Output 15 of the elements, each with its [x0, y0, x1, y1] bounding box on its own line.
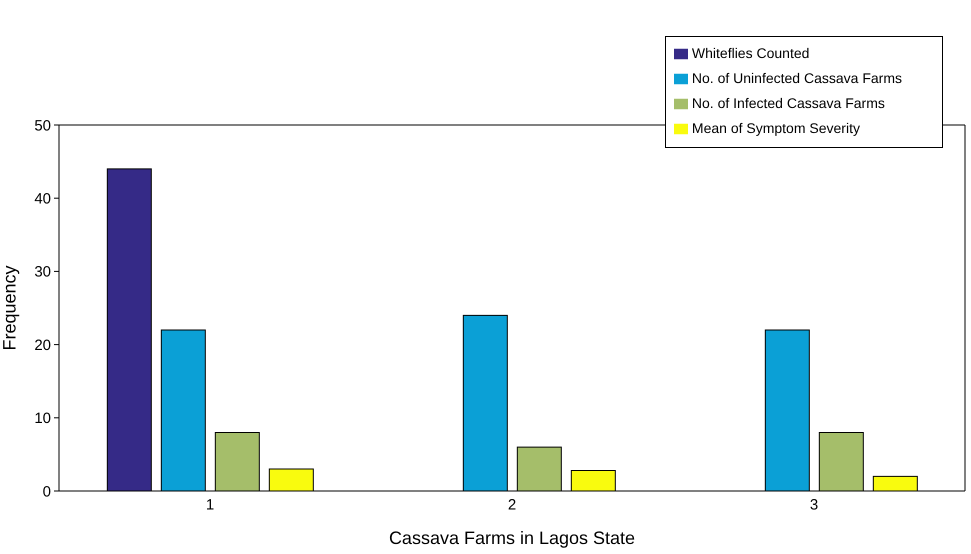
y-axis-title: Frequency: [0, 265, 20, 351]
y-tick-label: 0: [42, 483, 51, 500]
legend-label: No. of Infected Cassava Farms: [692, 95, 885, 111]
x-tick-label: 2: [508, 496, 516, 514]
x-tick-label: 3: [810, 496, 818, 514]
legend-label: Whiteflies Counted: [692, 45, 810, 61]
x-tick-label: 1: [206, 496, 214, 514]
y-tick-label: 20: [34, 336, 51, 354]
legend-label: Mean of Symptom Severity: [692, 120, 860, 136]
y-tick-label: 10: [34, 410, 51, 428]
legend-label: No. of Uninfected Cassava Farms: [692, 70, 902, 86]
y-tick-label: 50: [34, 117, 51, 134]
y-tick-label: 30: [34, 264, 51, 281]
x-axis-title: Cassava Farms in Lagos State: [388, 528, 636, 548]
y-tick-label: 40: [34, 190, 51, 208]
